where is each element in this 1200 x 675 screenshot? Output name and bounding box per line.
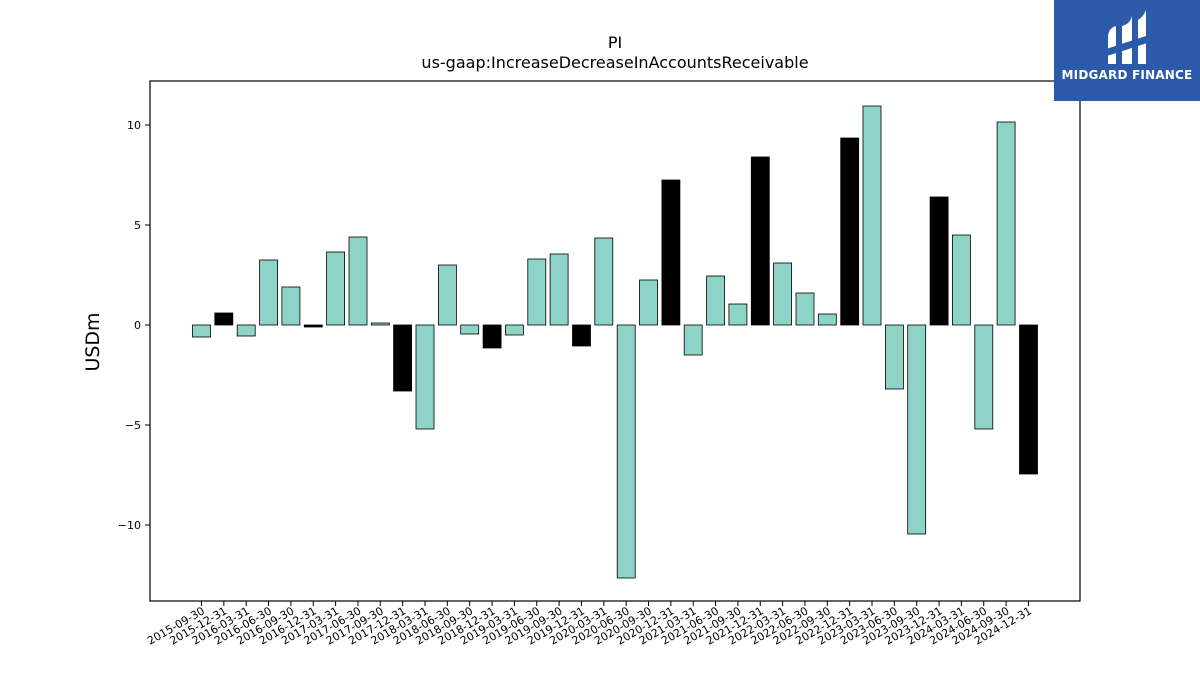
bar-2019-12-31 [572,324,591,347]
bar-2022-03-31 [773,262,792,326]
y-tick-label: 0 [134,319,141,332]
x-axis: 2015-09-302015-12-312016-03-312016-06-30… [145,601,1034,648]
y-tick-label: 5 [134,219,141,232]
bar-2024-03-31 [952,234,971,326]
bar-2015-12-31 [214,312,234,326]
bar-2024-12-31 [1019,324,1038,475]
bar-2019-06-30 [527,258,547,326]
bar-2018-12-31 [482,324,502,349]
bars-group [192,105,1038,579]
bar-2022-09-30 [817,313,837,326]
bar-2021-03-31 [683,324,703,356]
brand-name: MIDGARD FINANCE [1061,68,1193,82]
bar-2016-09-30 [281,286,301,326]
bar-2020-03-31 [594,237,614,326]
bar-2021-12-31 [750,156,770,326]
bar-2019-09-30 [549,253,569,326]
chart-title: PI [608,33,622,52]
bar-2016-03-31 [236,324,256,337]
bar-2018-09-30 [460,324,480,335]
plot-frame [149,80,1081,602]
bar-2023-12-31 [929,196,949,326]
bar-2020-06-30 [616,324,636,579]
bar-2022-06-30 [795,292,815,326]
bar-2017-12-31 [393,324,413,392]
chart-subtitle: us-gaap:IncreaseDecreaseInAccountsReceiv… [421,53,808,72]
bar-2020-12-31 [661,179,681,326]
bar-2017-09-30 [370,322,390,326]
y-tick-label: −5 [125,419,141,432]
midgard-logo-icon [1106,10,1151,64]
bar-2024-09-30 [996,121,1016,326]
bar-2018-06-30 [437,264,457,326]
y-tick-label: −10 [118,519,141,532]
bar-2021-09-30 [728,303,748,326]
bar-2024-06-30 [974,324,994,430]
bar-2021-06-30 [706,275,725,326]
y-axis: −10 −5 0 5 10 [118,119,150,532]
bar-2016-12-31 [303,324,323,328]
bar-2020-09-30 [639,279,658,326]
brand-logo: MIDGARD FINANCE [1054,0,1200,101]
bar-2017-03-31 [326,251,346,326]
y-tick-label: 10 [127,119,141,132]
bar-2023-06-30 [885,324,904,390]
bar-2023-09-30 [907,324,927,535]
bar-2023-03-31 [862,105,882,326]
bar-2022-12-31 [840,137,860,326]
bar-2016-06-30 [259,259,279,326]
y-axis-label: USDm [82,312,104,371]
bar-2018-03-31 [415,324,435,430]
bar-2019-03-31 [504,324,524,336]
bar-2015-09-30 [192,324,211,338]
bar-2017-06-30 [348,236,368,326]
